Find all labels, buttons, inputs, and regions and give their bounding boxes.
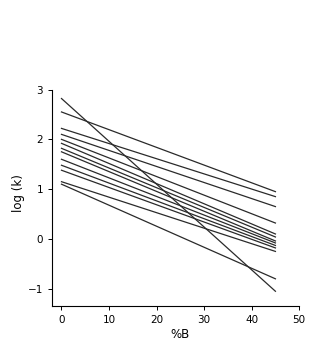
Text: ) vs. %B for the: ) vs. %B for the bbox=[162, 15, 249, 25]
Text: Figure 2:: Figure 2: bbox=[13, 15, 69, 25]
Text: “irregular” sample of reference 5.: “irregular” sample of reference 5. bbox=[13, 58, 202, 68]
Text: Plot of log(: Plot of log( bbox=[72, 15, 136, 25]
Y-axis label: log (k): log (k) bbox=[12, 174, 25, 212]
X-axis label: %B: %B bbox=[171, 328, 190, 341]
Text: k: k bbox=[150, 15, 156, 25]
